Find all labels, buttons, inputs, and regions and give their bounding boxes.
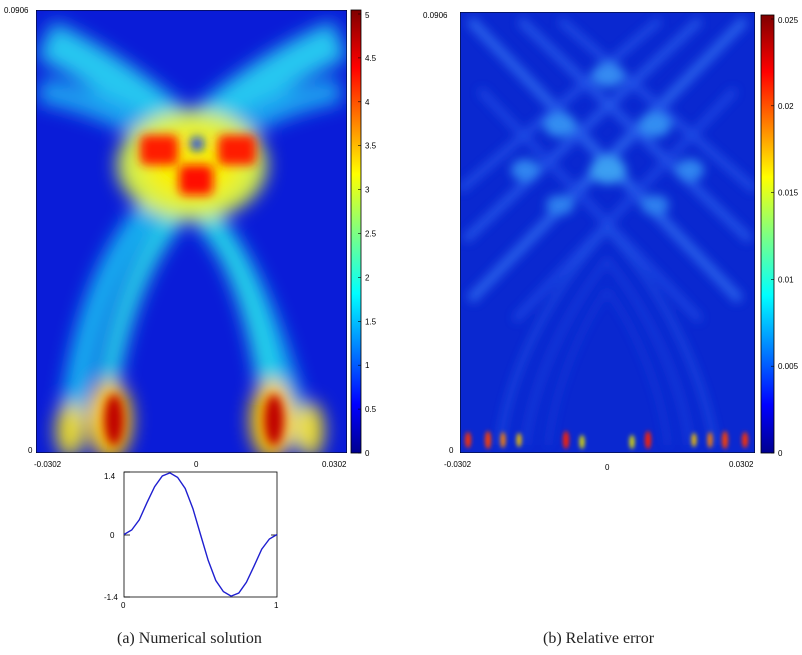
- colorbar-b-tick-label: 0.025: [778, 16, 799, 25]
- colorbar-a-tick-label: 3.5: [365, 142, 377, 151]
- colorbar-a-tick-label: 2.5: [365, 230, 377, 239]
- colorbar-b-tick-label: 0.02: [778, 102, 794, 111]
- heatmap-a-xtick-mid: 0: [194, 460, 199, 469]
- heatmap-b-xtick-mid: 0: [605, 463, 610, 472]
- heatmap-b-ytick-top: 0.0906: [423, 11, 448, 20]
- colorbar-b: [760, 14, 775, 454]
- heatmap-b-xtick-left: -0.0302: [444, 460, 472, 469]
- inset-ytick-mid: 0: [110, 531, 115, 540]
- heatmap-a-ytick-top: 0.0906: [4, 6, 29, 15]
- colorbar-a-tick-label: 5: [365, 11, 370, 20]
- colorbar-a-tick-label: 0.5: [365, 405, 377, 414]
- colorbar-a-ticks: 0 0.5 1 1.5 2 2.5 3 3.5 4 4.5 5: [358, 11, 377, 458]
- colorbar-a-tick-label: 3: [365, 186, 370, 195]
- colorbar-a-tick-label: 2: [365, 273, 370, 282]
- heatmap-b: [460, 12, 755, 453]
- colorbar-b-ticks: 0 0.005 0.01 0.015 0.02 0.025: [771, 16, 799, 458]
- caption-b: (b) Relative error: [543, 630, 655, 647]
- inset-series-line: [123, 472, 278, 597]
- heatmap-a-ytick-bottom: 0: [28, 446, 33, 455]
- inset-line-plot: [123, 471, 278, 598]
- heatmap-a-xtick-right: 0.0302: [322, 460, 347, 469]
- colorbar-a-tick-label: 0: [365, 449, 370, 458]
- colorbar-a-tick-label: 4: [365, 98, 370, 107]
- inset-ytick-bottom: -1.4: [104, 593, 118, 602]
- heatmap-a: [36, 10, 347, 453]
- heatmap-b-xtick-right: 0.0302: [729, 460, 754, 469]
- caption-a: (a) Numerical solution: [117, 630, 262, 647]
- colorbar-a-tick-label: 1.5: [365, 317, 377, 326]
- inset-ytick-top: 1.4: [104, 472, 116, 481]
- colorbar-b-tick-label: 0.015: [778, 189, 799, 198]
- colorbar-b-tick-label: 0.005: [778, 362, 799, 371]
- inset-xtick-left: 0: [121, 601, 126, 610]
- colorbar-a: [350, 9, 362, 454]
- colorbar-b-tick-label: 0: [778, 449, 783, 458]
- heatmap-b-bottom-hotspots: [465, 431, 748, 449]
- heatmap-b-ytick-bottom: 0: [449, 446, 454, 455]
- inset-xtick-right: 1: [274, 601, 279, 610]
- colorbar-a-tick-label: 1: [365, 361, 370, 370]
- colorbar-b-tick-label: 0.01: [778, 275, 794, 284]
- heatmap-a-xtick-left: -0.0302: [34, 460, 62, 469]
- colorbar-a-tick-label: 4.5: [365, 54, 377, 63]
